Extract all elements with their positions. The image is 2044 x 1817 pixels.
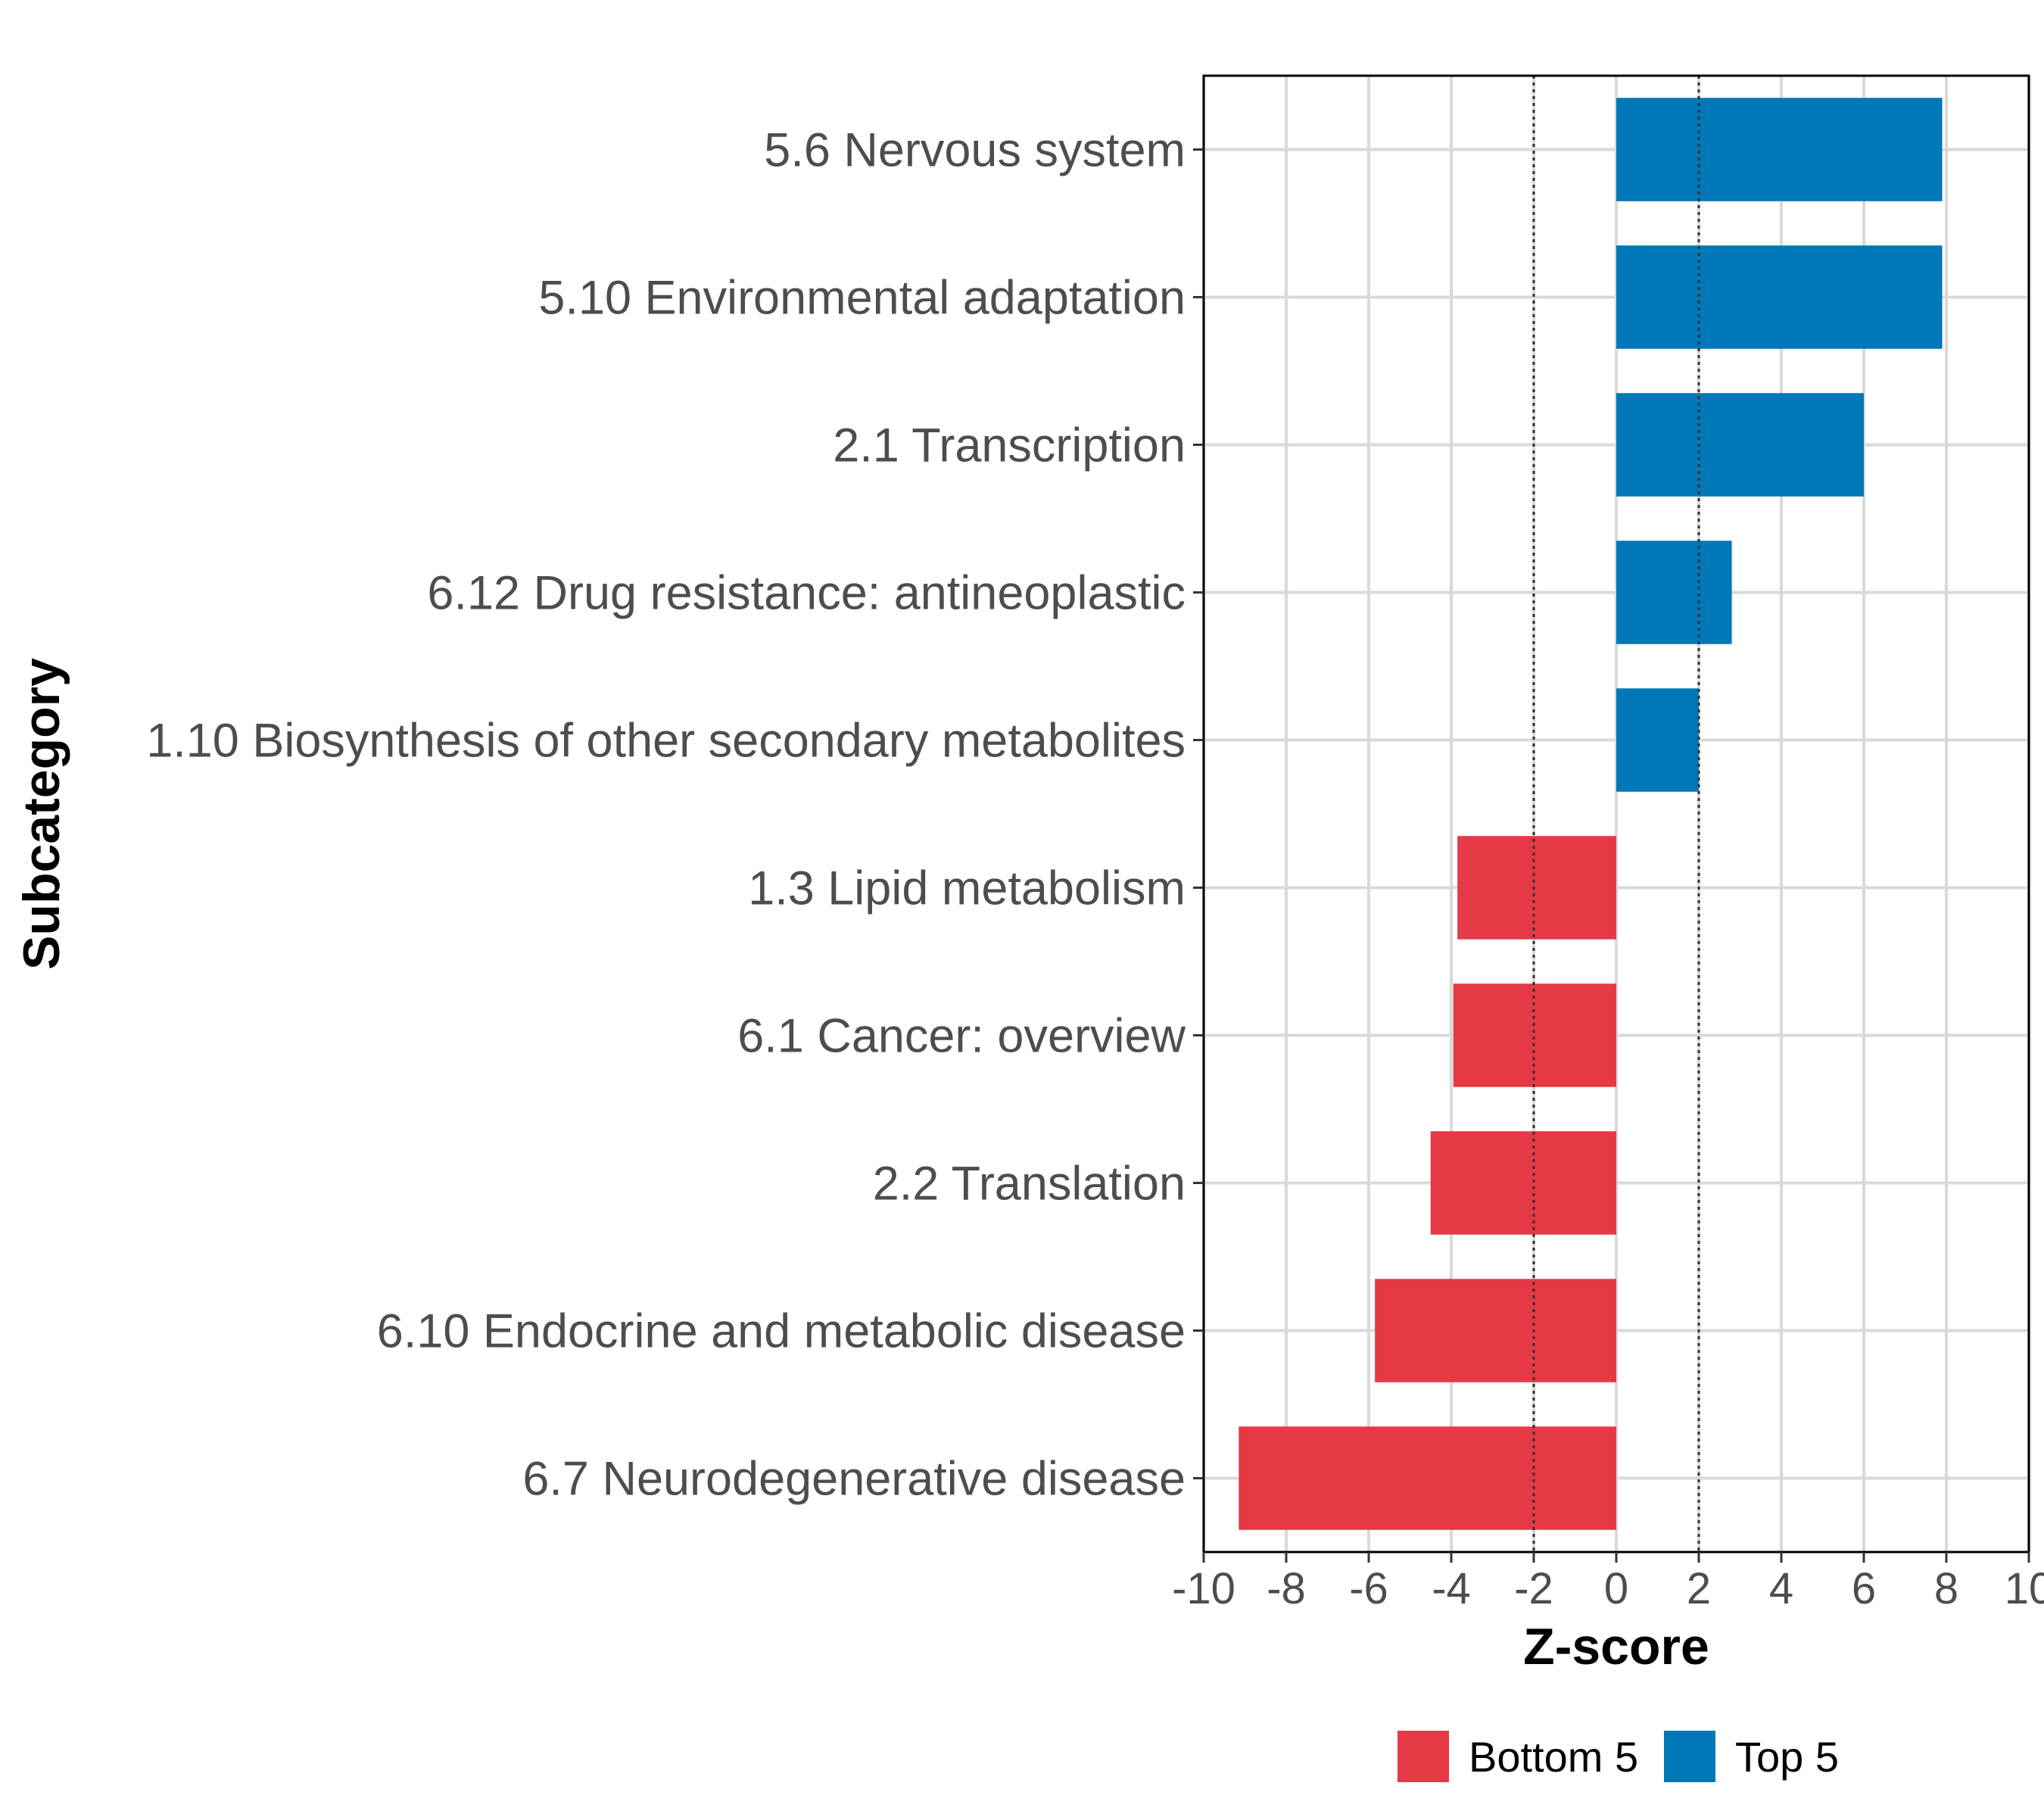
category-label: 6.10 Endocrine and metabolic disease — [377, 1305, 1186, 1358]
bar — [1616, 245, 1943, 349]
legend-label: Top 5 — [1735, 1733, 1839, 1781]
x-axis-title: Z-score — [1523, 1618, 1709, 1675]
category-label: 1.3 Lipid metabolism — [748, 862, 1186, 915]
x-tick-label: 2 — [1687, 1564, 1711, 1613]
legend: Bottom 5 Top 5 — [1397, 1731, 1839, 1782]
bar — [1239, 1426, 1616, 1530]
legend-label: Bottom 5 — [1469, 1733, 1638, 1781]
x-tick-label: 6 — [1852, 1564, 1876, 1613]
category-label: 6.12 Drug resistance: antineoplastic — [427, 567, 1186, 620]
legend-swatch — [1397, 1731, 1449, 1782]
bar — [1453, 983, 1616, 1087]
x-tick-label: 0 — [1604, 1564, 1628, 1613]
category-label: 2.1 Transcription — [833, 419, 1186, 472]
y-axis-title: Subcategory — [13, 658, 70, 970]
y-axis: 5.6 Nervous system 5.10 Environmental ada… — [146, 124, 1204, 1506]
x-tick-label: -2 — [1514, 1564, 1553, 1613]
bar — [1616, 688, 1699, 792]
category-label: 5.6 Nervous system — [764, 124, 1186, 177]
category-label: 2.2 Translation — [873, 1158, 1186, 1211]
bar — [1616, 393, 1864, 497]
category-label: 1.10 Biosynthesis of other secondary met… — [146, 715, 1186, 768]
x-tick-label: -4 — [1432, 1564, 1471, 1613]
x-tick-label: 8 — [1934, 1564, 1958, 1613]
x-tick-label: -10 — [1172, 1564, 1235, 1613]
bar — [1430, 1131, 1616, 1235]
legend-swatch — [1664, 1731, 1715, 1782]
category-label: 6.1 Cancer: overview — [737, 1010, 1186, 1063]
bar — [1616, 98, 1943, 201]
x-axis: -10 -8 -6 -4 -2 0 2 4 6 8 10 — [1172, 1552, 2044, 1613]
bar — [1457, 836, 1616, 940]
x-tick-label: -6 — [1349, 1564, 1388, 1613]
bar — [1375, 1279, 1616, 1382]
bars — [1239, 98, 1943, 1530]
bar — [1616, 541, 1732, 644]
x-tick-label: 10 — [2005, 1564, 2044, 1613]
x-tick-label: 4 — [1769, 1564, 1793, 1613]
category-label: 6.7 Neurodegenerative disease — [522, 1453, 1186, 1506]
x-tick-label: -8 — [1267, 1564, 1306, 1613]
reference-lines — [1532, 76, 1700, 1552]
category-label: 5.10 Environmental adaptation — [538, 272, 1186, 325]
